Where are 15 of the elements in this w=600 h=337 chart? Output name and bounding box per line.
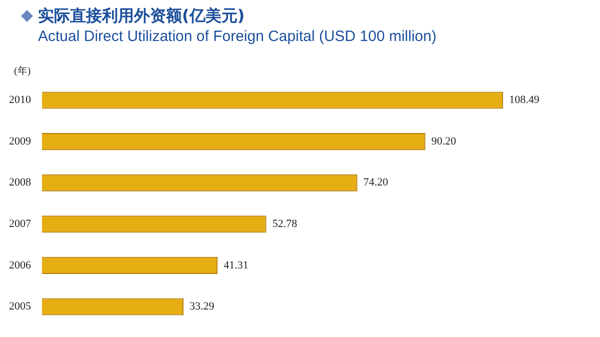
y-tick-label: 2010 [9,94,32,106]
data-label: 41.31 [224,259,248,272]
data-label: 33.29 [189,300,215,313]
y-tick-label: 2008 [9,176,32,189]
y-tick-label: 2007 [9,218,32,230]
y-tick-label: 2009 [9,135,32,148]
chart-subtitle: Actual Direct Utilization of Foreign Capital (USD 100 million) [38,28,436,45]
y-tick-label: 2005 [9,300,32,313]
y-tick-label: 2006 [9,259,32,272]
y-axis-title: (年) [14,65,31,78]
data-label: 74.20 [363,176,389,189]
data-label: 90.20 [431,135,457,148]
data-label: 52.78 [272,218,298,230]
chart-title: 实际直接利用外资额(亿美元) [38,6,245,27]
data-label: 108.49 [509,94,540,106]
